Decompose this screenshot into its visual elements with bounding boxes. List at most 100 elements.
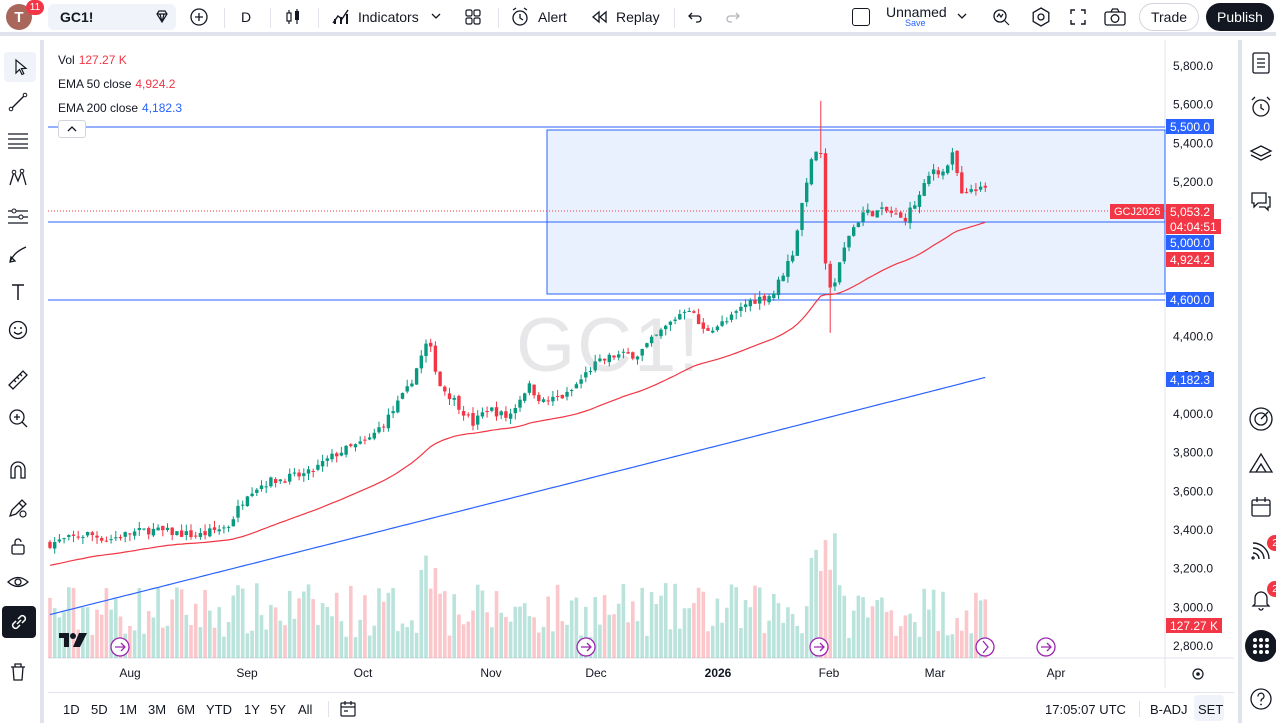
candle-body [231, 519, 235, 527]
add-symbol-icon[interactable] [189, 7, 209, 27]
volume-bar [396, 631, 400, 658]
tradingview-logo[interactable] [59, 632, 91, 653]
redo-icon[interactable] [724, 8, 742, 26]
stay-in-drawing-icon[interactable] [4, 494, 32, 522]
quick-search-icon[interactable] [990, 6, 1012, 28]
candle-body [889, 210, 893, 213]
publish-button[interactable]: Publish [1206, 3, 1274, 31]
volume-bar [875, 599, 879, 658]
indicators-button[interactable]: Indicators [358, 9, 419, 25]
indicators-icon[interactable] [331, 6, 351, 26]
templates-icon[interactable] [463, 7, 483, 27]
range-ytd[interactable]: YTD [206, 701, 232, 717]
chart-pane[interactable]: 5,800.05,600.05,400.05,200.05,000.04,800… [48, 40, 1234, 688]
candle-body [142, 528, 146, 530]
candle-body [607, 354, 611, 363]
notifications-bell-icon[interactable] [1246, 584, 1276, 614]
candle-body [537, 394, 541, 402]
b-adj-toggle[interactable]: B-ADJ [1150, 701, 1188, 717]
clock-timezone[interactable]: 17:05:07 UTC [1045, 701, 1126, 717]
help-icon[interactable] [1246, 684, 1276, 714]
cursor-icon[interactable] [4, 52, 36, 82]
candle-body [438, 371, 442, 387]
volume-bar [931, 589, 936, 658]
volume-bar [283, 625, 287, 658]
candle-body [71, 534, 76, 536]
volume-bar [231, 595, 236, 658]
layers-icon[interactable] [1246, 140, 1276, 170]
range-1d[interactable]: 1D [63, 701, 80, 717]
volume-bar [475, 584, 480, 658]
zoom-in-icon[interactable] [4, 404, 32, 432]
volume-bar [950, 634, 955, 658]
broadcast-icon[interactable] [1246, 536, 1276, 566]
layout-name[interactable]: Unnamed [886, 4, 947, 20]
volume-bar [151, 617, 156, 658]
alert-button[interactable]: Alert [538, 9, 567, 25]
trash-icon[interactable] [4, 658, 32, 686]
range-6m[interactable]: 6M [177, 701, 196, 717]
chevron-down-icon[interactable] [430, 10, 442, 22]
candle-body [344, 445, 348, 455]
ruler-icon[interactable] [4, 366, 32, 394]
apps-grid-icon[interactable] [1245, 630, 1276, 662]
price-chart[interactable]: 5,800.05,600.05,400.05,200.05,000.04,800… [48, 40, 1234, 688]
visibility-eye-icon[interactable] [4, 568, 32, 596]
pattern-icon[interactable] [4, 164, 32, 192]
diamond-icon[interactable] [154, 9, 170, 25]
symbol-search[interactable]: GC1! [48, 4, 176, 30]
alarm-clock-icon[interactable] [1246, 92, 1276, 122]
text-tool-icon[interactable] [4, 278, 32, 306]
collapse-legend-button[interactable] [58, 120, 86, 138]
link-icon[interactable] [2, 606, 36, 638]
volume-bar [316, 624, 320, 658]
fib-retracement-icon[interactable] [4, 126, 32, 154]
candle-type-icon[interactable] [283, 7, 303, 27]
replay-icon[interactable] [590, 8, 608, 26]
lock-icon[interactable] [4, 532, 32, 560]
legend-volume[interactable]: Vol 127.27 K [58, 53, 127, 67]
save-link[interactable]: Save [905, 18, 926, 28]
volume-bar [551, 631, 555, 658]
set-toggle[interactable]: SET [1198, 701, 1224, 717]
replay-button[interactable]: Replay [616, 9, 660, 25]
forecasting-icon[interactable] [4, 202, 32, 230]
goto-date-icon[interactable] [338, 699, 358, 719]
candle-body [508, 413, 513, 419]
fullscreen-icon[interactable] [1067, 6, 1089, 28]
chat-icon[interactable] [1246, 186, 1276, 216]
magnet-icon[interactable] [4, 456, 32, 484]
trend-line-icon[interactable] [4, 88, 32, 116]
trade-button[interactable]: Trade [1139, 3, 1199, 31]
settings-gear-icon[interactable] [1030, 6, 1052, 28]
range-5d[interactable]: 5D [91, 701, 108, 717]
legend-ema200[interactable]: EMA 200 close 4,182.3 [58, 101, 183, 115]
candle-body [931, 169, 936, 175]
range-3m[interactable]: 3M [148, 701, 167, 717]
candle-body [400, 392, 405, 399]
interval-button[interactable]: D [241, 9, 252, 25]
volume-bar [908, 613, 912, 658]
candle-body [292, 472, 297, 474]
volume-bar [649, 592, 654, 658]
volume-bar [132, 630, 137, 658]
range-all[interactable]: All [298, 701, 313, 717]
undo-icon[interactable] [686, 8, 704, 26]
candle-body [584, 372, 588, 378]
range-1y[interactable]: 1Y [244, 701, 260, 717]
camera-icon[interactable] [1103, 6, 1127, 28]
layout-menu-chevron-icon[interactable] [956, 10, 968, 22]
ideas-mountain-icon[interactable] [1246, 448, 1276, 478]
range-1m[interactable]: 1M [119, 701, 138, 717]
candle-body [518, 399, 522, 408]
watchlist-icon[interactable] [1246, 48, 1276, 78]
legend-ema50[interactable]: EMA 50 close 4,924.2 [58, 77, 176, 91]
brush-icon[interactable] [4, 240, 32, 268]
alert-clock-icon[interactable] [509, 6, 531, 28]
target-icon[interactable] [1246, 404, 1276, 434]
price-tick-label: 2,800.0 [1173, 639, 1213, 653]
range-5y[interactable]: 5Y [270, 701, 286, 717]
emoji-icon[interactable] [4, 316, 32, 344]
layout-checkbox[interactable] [852, 8, 870, 26]
calendar-icon[interactable] [1246, 492, 1276, 522]
